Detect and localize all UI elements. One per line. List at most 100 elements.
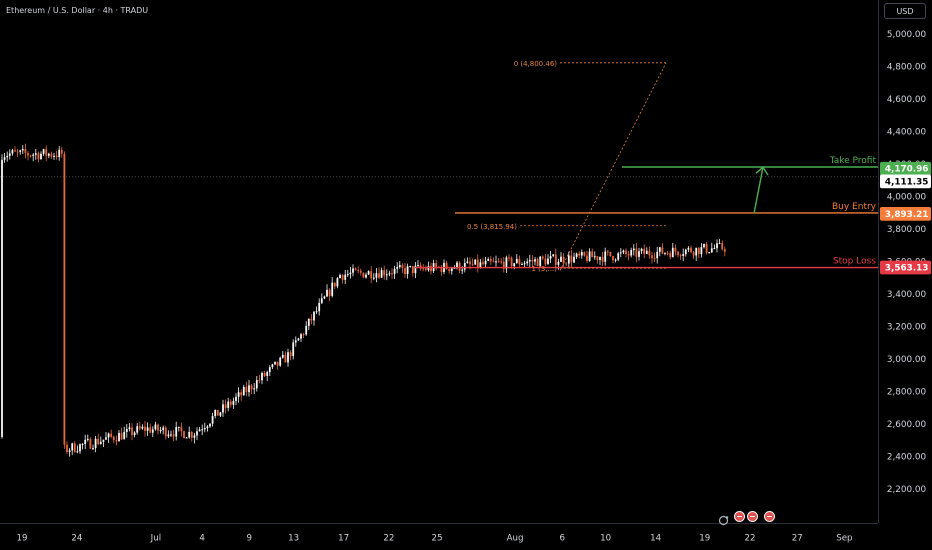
candle-body [723,249,726,252]
time-tick-label: Sep [836,533,853,543]
candle-body [466,261,469,263]
candle-body [700,247,703,255]
candle-body [716,243,718,249]
candle-body [359,270,362,273]
candle-body [531,259,534,262]
chart-plot-area[interactable]: Take Profit Buy Entry Stop Loss 0 (4,800.46… [0,0,878,523]
candle-body [216,409,219,416]
candle-body [58,149,61,158]
candle-body [357,270,360,272]
candle-body [112,436,115,441]
candle-body [149,427,152,433]
candle-body [588,251,591,261]
candle-body [97,438,100,444]
candle-body [141,426,144,429]
candle-body [375,273,378,278]
candle-body [703,243,705,248]
price-tag-label: 4,111.35 [885,177,929,187]
candle-body [211,416,214,424]
candle-body [679,255,682,257]
event-flag-icon[interactable] [747,511,758,522]
candle-body [227,401,230,408]
candle-body [378,273,380,278]
candle-body [271,364,274,368]
candle-body [692,252,695,256]
symbol-title[interactable]: Ethereum / U.S. Dollar · 4h · TRADU [6,6,149,15]
event-flag-icon[interactable] [734,511,745,522]
candle-body [609,251,612,257]
time-tick-label: 13 [288,533,299,543]
candle-body [630,250,633,256]
candle-body [94,438,97,449]
candle-body [562,256,565,264]
time-tick-label: 22 [745,533,756,543]
arrow-head-icon [755,166,769,176]
candle-body [396,266,399,269]
level-label: Stop Loss [833,257,876,267]
candle-body [648,250,651,256]
reload-icon[interactable] [718,511,729,526]
candle-body [237,392,240,397]
event-flag-icon[interactable] [764,511,775,522]
candle-body [180,426,183,432]
candle-body [677,251,679,256]
candle-body [300,334,302,339]
candle-body [183,431,185,439]
candle-body [560,256,562,262]
candle-body [471,264,474,266]
candle-body [307,318,310,326]
time-tick-label: 14 [650,533,662,543]
candle-body [131,427,133,435]
candle-body [479,262,482,268]
candle-body [656,251,659,259]
candle-body [201,429,204,431]
price-tick-label: 2,600.00 [887,420,927,430]
candle-body [107,433,110,438]
candle-body [365,274,367,278]
price-tick-label: 3,000.00 [887,355,927,365]
price-scale[interactable]: 5,000.004,800.004,600.004,400.004,200.00… [878,0,932,523]
candle-body [658,247,661,252]
candle-body [32,154,35,156]
candle-body [539,256,542,266]
time-scale[interactable]: 19 24 Jul 4 9 13 17 22 25 Aug 6 10 14 19 22 27 Sep [0,523,878,550]
candle-body [406,266,409,275]
price-tag-label: 4,170.96 [885,165,929,175]
time-tick-label: 24 [71,533,83,543]
candle-body [313,311,315,321]
candle-body [414,265,417,274]
candle-body [21,149,24,151]
candle-body [495,261,497,263]
price-tick-label: 2,800.00 [887,387,927,397]
candle-body [515,259,518,264]
candle-body [123,431,126,440]
candle-body [625,250,627,255]
candle-body [86,438,89,440]
candle-body [697,247,700,255]
candle-body [500,261,503,263]
time-tick-label: 4 [199,533,205,543]
time-tick-label: 19 [699,533,710,543]
candle-body [279,357,282,366]
candle-body [40,153,42,160]
candle-body [248,385,250,393]
price-tick-label: 4,800.00 [887,63,927,73]
candle-body [146,427,149,431]
currency-button[interactable]: USD [884,3,926,19]
candle-body [458,262,461,271]
candle-body [383,270,386,276]
candle-body [11,150,14,154]
candle-body [89,438,92,449]
candle-body [619,252,622,254]
candle-body [320,298,323,303]
candle-body [19,150,22,152]
candle-body [682,254,685,256]
candle-body [219,412,222,416]
candle-body [461,269,464,271]
candle-body [638,251,640,257]
candle-body [489,259,492,262]
candle-body [398,265,401,267]
candle-body [718,242,721,244]
candle-body [24,149,27,154]
candle-body [586,255,588,261]
